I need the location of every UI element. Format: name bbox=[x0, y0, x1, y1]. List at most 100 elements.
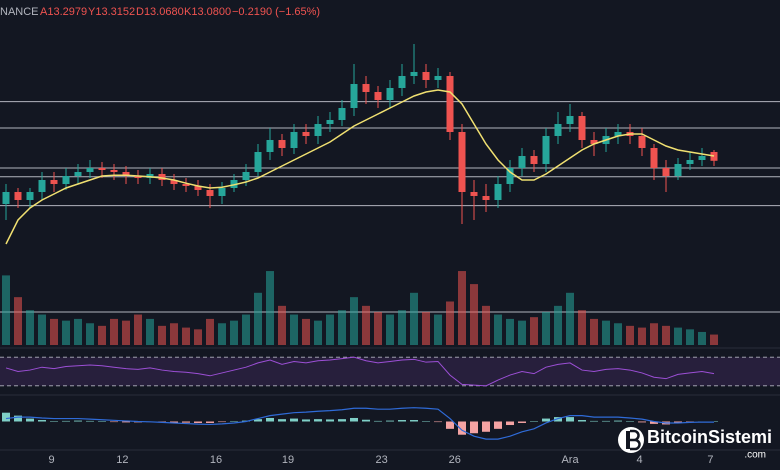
rsi-line bbox=[5, 356, 715, 387]
candle-body bbox=[434, 76, 442, 80]
volume-bar bbox=[506, 318, 514, 345]
candle-body bbox=[698, 156, 706, 160]
histogram-bar bbox=[470, 421, 478, 434]
volume-bar bbox=[626, 325, 634, 345]
volume-bar bbox=[278, 305, 286, 345]
histogram-bar bbox=[422, 421, 430, 422]
candle-body bbox=[338, 108, 346, 120]
histogram-bar bbox=[458, 421, 466, 435]
candle-body bbox=[470, 192, 478, 196]
volume-bar bbox=[122, 320, 130, 345]
x-tick-label: 19 bbox=[282, 454, 294, 466]
candle-body bbox=[278, 140, 286, 148]
histogram-bar bbox=[362, 419, 370, 422]
volume-bar bbox=[38, 314, 46, 345]
histogram-bar bbox=[230, 421, 238, 422]
histogram-bar bbox=[2, 412, 10, 422]
volume-bar bbox=[218, 323, 226, 345]
volume-bar bbox=[662, 325, 670, 345]
candle-body bbox=[314, 124, 322, 136]
histogram-bar bbox=[590, 420, 598, 422]
candle-body bbox=[686, 160, 694, 164]
volume-bar bbox=[74, 318, 82, 345]
macd-line bbox=[5, 407, 714, 440]
candle-body bbox=[38, 180, 46, 192]
candle-body bbox=[362, 84, 370, 92]
volume-bar bbox=[314, 320, 322, 345]
histogram-bar bbox=[602, 420, 610, 422]
volume-bar bbox=[206, 318, 214, 345]
volume-bar bbox=[194, 329, 202, 345]
candle-body bbox=[554, 124, 562, 136]
histogram-bar bbox=[86, 420, 94, 422]
volume-bar bbox=[446, 301, 454, 345]
volume-bar bbox=[422, 311, 430, 345]
logo-bar bbox=[626, 431, 630, 449]
volume-bar bbox=[254, 292, 262, 345]
candle-body bbox=[566, 116, 574, 124]
volume-bar bbox=[302, 318, 310, 345]
candle-body bbox=[266, 140, 274, 152]
candle-body bbox=[386, 88, 394, 100]
histogram-bar bbox=[578, 420, 586, 422]
histogram-bar bbox=[638, 421, 646, 423]
histogram-bar bbox=[50, 421, 58, 422]
candle-body bbox=[242, 172, 250, 180]
volume-bar bbox=[566, 292, 574, 345]
volume-bar bbox=[650, 323, 658, 345]
candle-body bbox=[638, 136, 646, 148]
volume-bar bbox=[170, 323, 178, 345]
x-tick-label: 16 bbox=[210, 454, 222, 466]
candle-body bbox=[614, 132, 622, 136]
volume-bar bbox=[350, 297, 358, 345]
volume-bar bbox=[518, 320, 526, 345]
histogram-bar bbox=[626, 421, 634, 422]
x-tick-label: Ara bbox=[561, 454, 579, 466]
volume-bar bbox=[698, 331, 706, 345]
histogram-bar bbox=[494, 421, 502, 429]
histogram-bar bbox=[374, 420, 382, 422]
candle-body bbox=[590, 140, 598, 144]
close-value: K13.0800 bbox=[184, 6, 231, 18]
header: NANCE A13.2979 Y13.3152 D13.0680 K13.080… bbox=[0, 6, 320, 18]
histogram-bar bbox=[170, 421, 178, 423]
change-value: −0.2190 (−1.65%) bbox=[232, 6, 320, 18]
watermark-name: BitcoinSistemi bbox=[647, 427, 772, 447]
candle-body bbox=[146, 174, 154, 178]
histogram-bar bbox=[38, 420, 46, 422]
volume-bar bbox=[362, 305, 370, 345]
volume-bar bbox=[50, 318, 58, 345]
volume-bar bbox=[338, 310, 346, 345]
x-tick-label: 12 bbox=[116, 454, 128, 466]
candle-body bbox=[98, 168, 106, 170]
candle-body bbox=[158, 174, 166, 180]
histogram-bar bbox=[482, 421, 490, 432]
volume-bar bbox=[410, 292, 418, 345]
histogram-bar bbox=[386, 420, 394, 422]
volume-bar bbox=[494, 314, 502, 345]
open-value: A13.2979 bbox=[40, 6, 87, 18]
candle-body bbox=[542, 136, 550, 164]
candle-body bbox=[326, 120, 334, 124]
candle-body bbox=[374, 92, 382, 100]
candle-body bbox=[518, 156, 526, 168]
histogram-bar bbox=[194, 421, 202, 423]
high-value: Y13.3152 bbox=[88, 6, 135, 18]
volume-bar bbox=[266, 271, 274, 345]
volume-bar bbox=[638, 327, 646, 345]
volume-bar bbox=[458, 271, 466, 345]
candle-body bbox=[50, 180, 58, 184]
volume-bar bbox=[470, 284, 478, 345]
histogram-bar bbox=[518, 421, 526, 423]
volume-bar bbox=[2, 275, 10, 345]
logo-curve bbox=[630, 429, 641, 451]
volume-bar bbox=[26, 310, 34, 345]
low-value: D13.0680 bbox=[136, 6, 184, 18]
histogram-bar bbox=[542, 418, 550, 422]
candle-body bbox=[710, 152, 718, 161]
candle-body bbox=[110, 170, 118, 172]
volume-bar bbox=[182, 327, 190, 345]
